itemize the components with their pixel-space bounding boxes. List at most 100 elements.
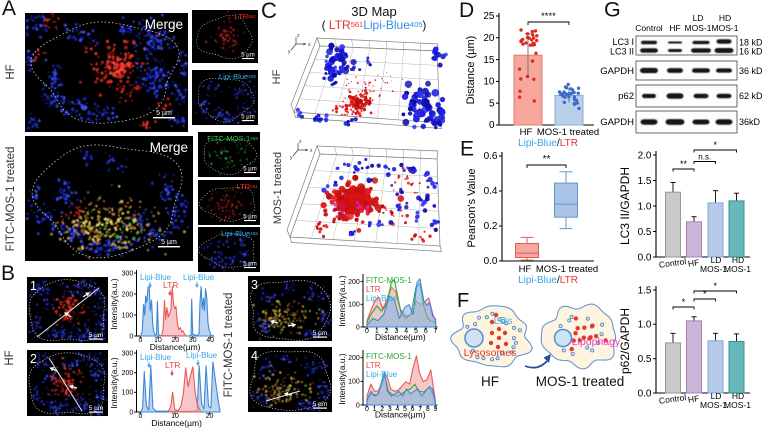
svg-text:Merge: Merge <box>145 17 183 32</box>
svg-text:HF: HF <box>271 69 283 84</box>
svg-text:3D Map: 3D Map <box>351 4 397 19</box>
svg-text:FITC-MOS-1 treated: FITC-MOS-1 treated <box>223 293 235 398</box>
svg-text:Lipi-Blue: Lipi-Blue <box>366 294 398 303</box>
svg-text:Lipi-Blue/LTR: Lipi-Blue/LTR <box>518 138 578 149</box>
svg-text:B: B <box>1 262 15 285</box>
svg-text:Lipophagy: Lipophagy <box>572 336 621 348</box>
svg-text:Lipi-Blue: Lipi-Blue <box>183 273 215 282</box>
svg-text:0.0: 0.0 <box>638 252 652 263</box>
svg-text:200: 200 <box>122 370 134 377</box>
svg-text:5 µm: 5 µm <box>241 53 254 59</box>
svg-text:200: 200 <box>122 291 134 298</box>
svg-text:Control: Control <box>635 23 663 33</box>
svg-text:MOS-1 treated: MOS-1 treated <box>536 374 625 389</box>
svg-text:0.2: 0.2 <box>484 221 498 232</box>
svg-text:0.4: 0.4 <box>484 186 498 197</box>
svg-text:MOS-1: MOS-1 <box>724 264 751 274</box>
svg-text:Pearson's Value: Pearson's Value <box>466 169 478 248</box>
svg-text:HF: HF <box>669 23 680 33</box>
svg-text:2.0: 2.0 <box>638 150 652 161</box>
svg-text:5: 5 <box>489 98 495 109</box>
svg-text:5 µm: 5 µm <box>313 401 328 408</box>
svg-text:15: 15 <box>483 55 495 66</box>
svg-text:300: 300 <box>122 270 134 277</box>
svg-text:100: 100 <box>122 312 134 319</box>
svg-text:16 kD: 16 kD <box>739 47 762 57</box>
svg-text:8: 8 <box>426 406 430 413</box>
svg-text:0: 0 <box>356 402 360 409</box>
svg-text:HF: HF <box>687 393 700 404</box>
svg-text:LC3 II/GAPDH: LC3 II/GAPDH <box>618 167 632 245</box>
svg-text:5 µm: 5 µm <box>243 215 256 221</box>
svg-text:36 kD: 36 kD <box>739 66 762 76</box>
svg-text:0: 0 <box>489 120 495 131</box>
svg-text:LC3 I: LC3 I <box>612 37 634 47</box>
svg-text:FITC-MOS-1: FITC-MOS-1 <box>366 352 412 361</box>
svg-text:0.5: 0.5 <box>638 354 652 365</box>
svg-text:1.5: 1.5 <box>638 176 652 187</box>
svg-text:0: 0 <box>365 406 369 413</box>
svg-text:5 µm: 5 µm <box>243 262 256 268</box>
svg-text:FITC-MOS-1 treated: FITC-MOS-1 treated <box>5 147 17 252</box>
svg-text:2: 2 <box>30 352 37 366</box>
svg-text:LDs: LDs <box>494 315 513 327</box>
svg-text:200: 200 <box>348 279 360 286</box>
svg-text:40: 40 <box>206 337 214 344</box>
svg-text:GAPDH: GAPDH <box>600 117 634 128</box>
svg-text:0: 0 <box>129 409 133 416</box>
svg-text:HF: HF <box>5 64 17 79</box>
svg-text:Distance(µm): Distance(µm) <box>375 332 426 342</box>
svg-text:HF: HF <box>519 264 532 275</box>
svg-text:F: F <box>457 290 469 312</box>
svg-text:p62: p62 <box>618 91 634 102</box>
svg-text:3: 3 <box>251 278 258 292</box>
svg-text:LTR: LTR <box>163 280 178 290</box>
svg-text:p62/GAPDH: p62/GAPDH <box>618 308 632 374</box>
svg-text:0.6: 0.6 <box>484 151 498 162</box>
svg-text:n.s.: n.s. <box>698 153 711 162</box>
svg-text:1.0: 1.0 <box>638 201 652 212</box>
svg-text:36kD: 36kD <box>739 117 761 127</box>
svg-text:HF: HF <box>687 257 700 268</box>
svg-text:25: 25 <box>483 11 495 22</box>
svg-text:MOS-1: MOS-1 <box>685 23 712 33</box>
svg-text:HF: HF <box>481 374 499 389</box>
svg-text:300: 300 <box>122 350 134 357</box>
svg-text:0: 0 <box>129 333 133 340</box>
svg-text:10: 10 <box>483 77 495 88</box>
svg-text:0.5: 0.5 <box>638 227 652 238</box>
svg-text:Distance(µm): Distance(µm) <box>151 418 202 428</box>
svg-text:LD: LD <box>693 13 704 23</box>
svg-text:C: C <box>261 0 277 23</box>
svg-text:LTR: LTR <box>366 285 381 294</box>
svg-text:4: 4 <box>251 349 258 363</box>
svg-text:Lipi-Blue/LTR: Lipi-Blue/LTR <box>518 275 578 286</box>
svg-text:9: 9 <box>433 406 437 413</box>
svg-text:Distance (µm): Distance (µm) <box>465 36 477 105</box>
svg-text:5 µm: 5 µm <box>156 110 172 117</box>
svg-text:Intensity(a.u.): Intensity(a.u.) <box>337 275 347 327</box>
svg-text:100: 100 <box>348 302 360 309</box>
svg-text:Lipi-Blue: Lipi-Blue <box>366 370 398 379</box>
svg-text:100: 100 <box>122 390 134 397</box>
svg-text:0.0: 0.0 <box>484 256 498 267</box>
svg-text:Intensity(a.u.): Intensity(a.u.) <box>109 278 119 330</box>
svg-text:*: * <box>703 289 707 299</box>
svg-text:Lysosomes: Lysosomes <box>464 347 517 359</box>
svg-text:100: 100 <box>348 379 360 386</box>
svg-text:0: 0 <box>139 337 143 344</box>
svg-text:0: 0 <box>139 413 143 420</box>
svg-text:****: **** <box>541 11 556 22</box>
svg-text:HF: HF <box>520 127 533 138</box>
svg-text:5 µm: 5 µm <box>243 167 256 173</box>
svg-text:1.0: 1.0 <box>638 320 652 331</box>
svg-text:MOS-1: MOS-1 <box>712 23 739 33</box>
svg-text:Lipi-Blue: Lipi-Blue <box>186 351 218 360</box>
svg-text:FITC-MOS-1: FITC-MOS-1 <box>366 276 412 285</box>
svg-text:20: 20 <box>206 413 214 420</box>
svg-text:LTR: LTR <box>366 361 381 370</box>
svg-text:0.0: 0.0 <box>638 388 652 399</box>
svg-text:HD: HD <box>719 13 731 23</box>
svg-text:Merge: Merge <box>150 140 188 155</box>
svg-text:**: ** <box>680 159 688 169</box>
